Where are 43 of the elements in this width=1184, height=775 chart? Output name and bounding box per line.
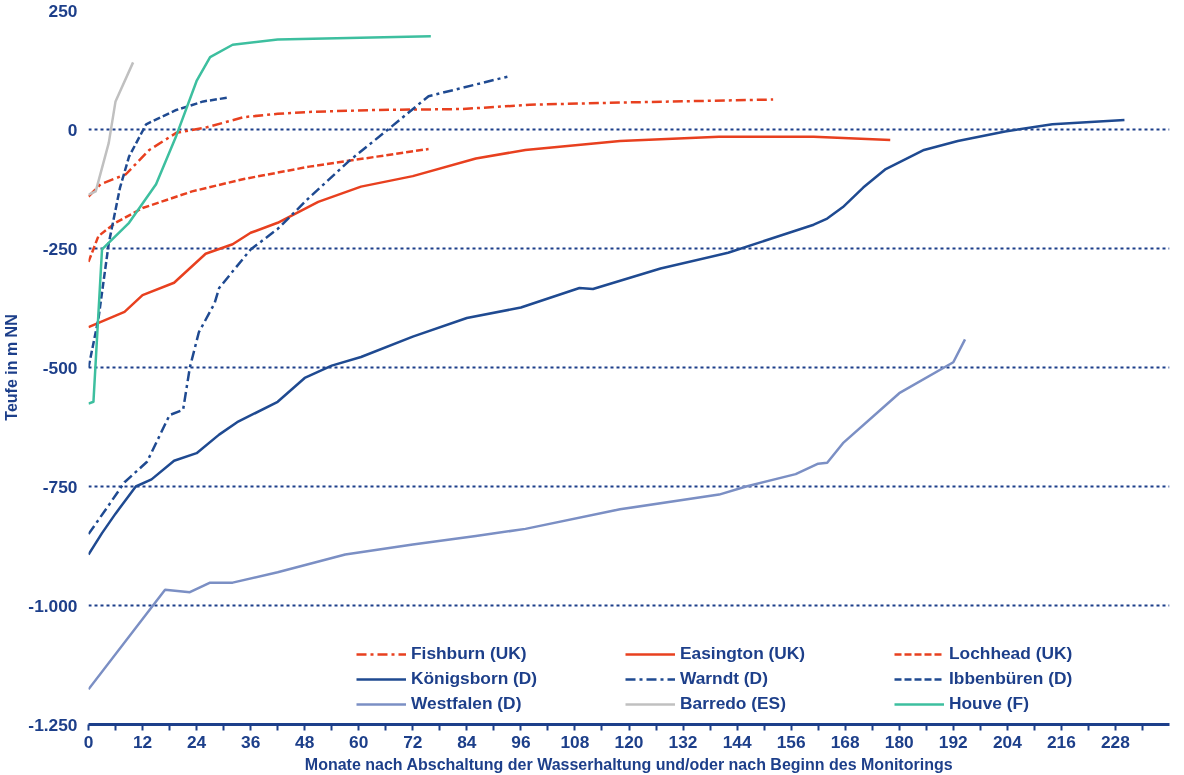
line-series: [88, 98, 775, 198]
legend-label: Houve (F): [949, 693, 1030, 714]
x-tick-label: 168: [830, 731, 861, 752]
line-series: [88, 135, 892, 329]
y-tick-label: 250: [48, 0, 78, 21]
line-series: [88, 34, 433, 405]
legend-label: Barredo (ES): [680, 693, 787, 714]
y-tick-label: -250: [42, 238, 78, 259]
line-series: [88, 147, 430, 264]
x-tick-label: 132: [668, 731, 698, 752]
y-tick-label: -1.250: [28, 714, 78, 735]
x-tick-label: 204: [992, 731, 1023, 752]
legend-label: Warndt (D): [680, 668, 769, 689]
y-tick-label: 0: [67, 119, 78, 140]
y-axis-title: Teufe in m NN: [3, 314, 21, 421]
legend-label: Ibbenbüren (D): [949, 668, 1074, 689]
x-tick-label: 0: [83, 731, 94, 752]
legend-label: Fishburn (UK): [411, 643, 528, 664]
y-tick-label: -750: [42, 476, 78, 497]
x-tick-label: 120: [614, 731, 644, 752]
legend-label: Easington (UK): [680, 643, 807, 664]
y-tick-label: -1.000: [28, 595, 78, 616]
x-tick-label: 84: [457, 731, 477, 752]
line-series: [88, 61, 135, 196]
legend-label: Westfalen (D): [411, 693, 523, 714]
legend-label: Königsborn (D): [411, 668, 539, 689]
x-tick-label: 180: [884, 731, 914, 752]
x-tick-label: 72: [403, 731, 423, 752]
x-tick-label: 216: [1046, 731, 1077, 752]
x-tick-label: 60: [349, 731, 369, 752]
x-tick-label: 36: [241, 731, 261, 752]
x-tick-label: 12: [132, 731, 153, 752]
x-tick-label: 192: [938, 731, 968, 752]
x-tick-label: 144: [722, 731, 752, 752]
x-tick-label: 96: [511, 731, 531, 752]
x-tick-label: 156: [776, 731, 806, 752]
legend-label: Lochhead (UK): [949, 643, 1074, 664]
x-axis-title: Monate nach Abschaltung der Wasserhaltung und/oder nach Beginn des Monitorings: [304, 755, 953, 773]
x-tick-label: 24: [186, 731, 207, 752]
x-tick-label: 108: [560, 731, 590, 752]
y-tick-label: -500: [42, 357, 78, 378]
x-tick-label: 48: [295, 731, 315, 752]
x-tick-label: 228: [1100, 731, 1131, 752]
